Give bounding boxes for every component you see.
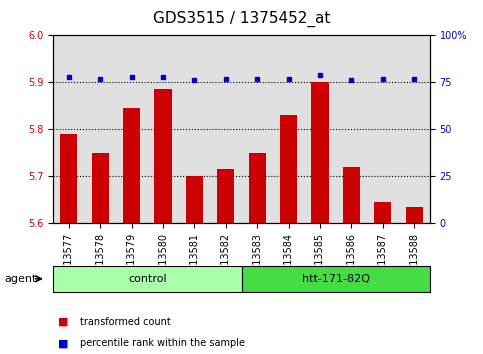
Text: GDS3515 / 1375452_at: GDS3515 / 1375452_at — [153, 11, 330, 27]
Bar — [406, 207, 423, 223]
Text: ■: ■ — [58, 338, 69, 348]
Text: agent: agent — [5, 274, 37, 284]
Bar — [217, 169, 234, 223]
Bar — [280, 115, 297, 223]
Bar — [374, 202, 391, 223]
Bar — [155, 89, 171, 223]
Bar — [186, 176, 203, 223]
Bar — [249, 153, 266, 223]
Bar — [92, 153, 109, 223]
Text: transformed count: transformed count — [80, 317, 170, 327]
Bar — [312, 82, 328, 223]
Bar — [343, 167, 360, 223]
Bar — [123, 108, 140, 223]
Bar — [60, 134, 77, 223]
Text: ■: ■ — [58, 317, 69, 327]
Text: htt-171-82Q: htt-171-82Q — [302, 274, 369, 284]
Text: percentile rank within the sample: percentile rank within the sample — [80, 338, 245, 348]
Text: control: control — [128, 274, 167, 284]
